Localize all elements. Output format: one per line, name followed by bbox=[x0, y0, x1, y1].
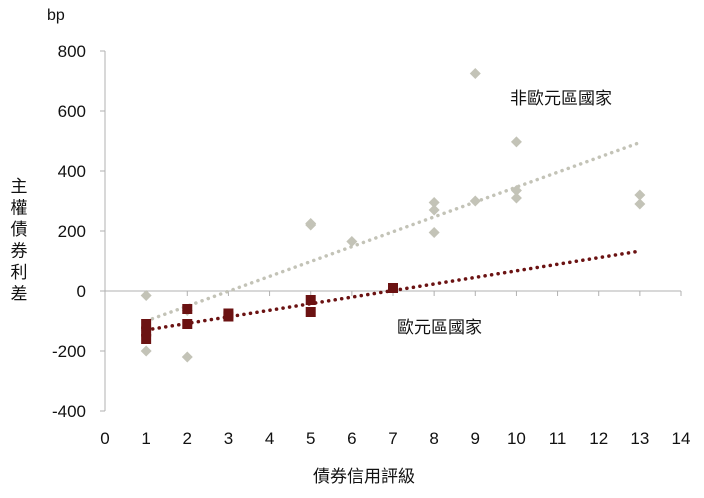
data-point-square bbox=[305, 295, 316, 305]
y-tick-label: 400 bbox=[58, 162, 86, 181]
y-tick-label: 600 bbox=[58, 102, 86, 121]
data-point-square bbox=[223, 311, 234, 322]
x-axis-title: 債券信用評級 bbox=[313, 467, 415, 487]
data-point-diamond bbox=[428, 227, 440, 238]
data-point-diamond bbox=[346, 236, 358, 247]
data-point-diamond bbox=[469, 195, 481, 207]
data-points bbox=[140, 68, 646, 363]
data-point-square bbox=[388, 283, 398, 293]
x-tick-label: 9 bbox=[471, 429, 480, 448]
data-point-diamond bbox=[140, 290, 152, 301]
y-unit-label: bp bbox=[47, 7, 65, 24]
trendline-series-0 bbox=[144, 140, 642, 323]
trendlines bbox=[144, 140, 642, 332]
data-point-diamond bbox=[428, 197, 440, 208]
data-point-square bbox=[141, 326, 152, 337]
x-tick-label: 7 bbox=[388, 429, 397, 448]
data-point-diamond bbox=[634, 198, 646, 210]
x-tick-label: 13 bbox=[630, 429, 649, 448]
data-point-diamond bbox=[305, 219, 317, 231]
data-point-square bbox=[182, 319, 193, 329]
data-point-diamond bbox=[428, 204, 440, 216]
x-tick-label: 11 bbox=[549, 429, 567, 448]
y-axis-title: 主權債券利差 bbox=[11, 177, 28, 305]
series-label-non-euro: 非歐元區國家 bbox=[510, 89, 612, 109]
y-tick-label: 0 bbox=[77, 282, 86, 301]
x-tick-label: 4 bbox=[265, 429, 274, 448]
data-point-square bbox=[141, 319, 152, 329]
data-point-square bbox=[182, 304, 193, 314]
x-tick-label: 1 bbox=[141, 429, 150, 448]
data-point-square bbox=[305, 307, 316, 317]
y-tick-label: -200 bbox=[52, 342, 86, 361]
data-point-diamond bbox=[181, 351, 193, 363]
y-tick-label: 800 bbox=[58, 42, 86, 61]
x-tick-label: 12 bbox=[589, 429, 608, 448]
x-tick-label: 2 bbox=[183, 429, 192, 448]
x-tick-label: 8 bbox=[429, 429, 438, 448]
x-tick-label: 3 bbox=[224, 429, 233, 448]
y-tick-label: -400 bbox=[52, 402, 86, 421]
data-point-diamond bbox=[510, 185, 522, 196]
data-point-diamond bbox=[634, 189, 646, 201]
x-tick-label: 0 bbox=[100, 429, 109, 448]
x-tick-label: 14 bbox=[672, 429, 691, 448]
series-label-euro: 歐元區國家 bbox=[397, 318, 482, 338]
y-tick-label: 200 bbox=[58, 222, 86, 241]
x-tick-label: 5 bbox=[306, 429, 315, 448]
data-point-diamond bbox=[140, 345, 152, 357]
x-tick-label: 6 bbox=[347, 429, 356, 448]
data-point-diamond bbox=[510, 192, 522, 204]
data-point-diamond bbox=[469, 68, 481, 79]
data-point-square bbox=[141, 334, 152, 344]
x-tick-label: 10 bbox=[507, 429, 526, 448]
data-point-diamond bbox=[510, 136, 522, 148]
